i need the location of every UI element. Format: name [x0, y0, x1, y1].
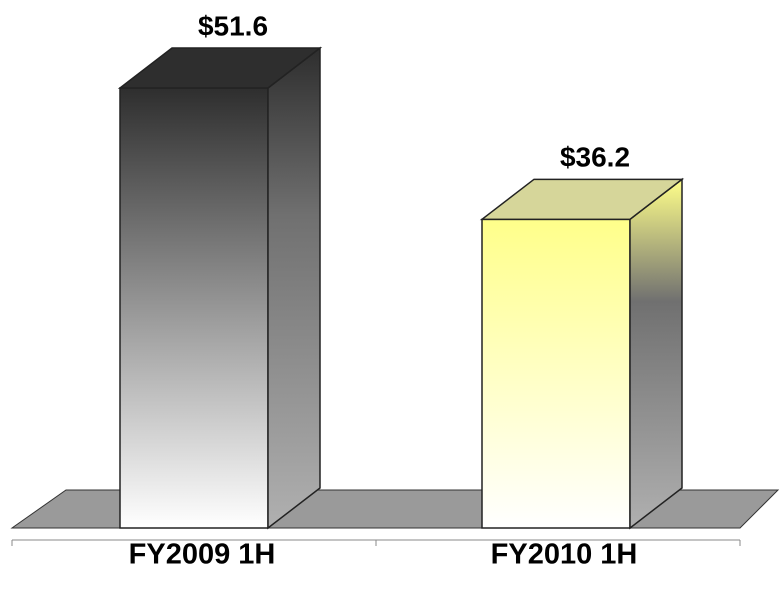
bar-side — [267, 46, 321, 530]
x-tick-label: FY2009 1H — [129, 539, 276, 571]
bar-side — [629, 177, 683, 530]
bar-front — [481, 218, 631, 529]
bar-top — [117, 47, 323, 89]
bar-front — [119, 87, 269, 529]
bar-top — [479, 178, 685, 221]
value-label: $36.2 — [560, 142, 630, 173]
value-label: $51.6 — [198, 10, 268, 41]
x-tick-label: FY2010 1H — [491, 539, 638, 571]
